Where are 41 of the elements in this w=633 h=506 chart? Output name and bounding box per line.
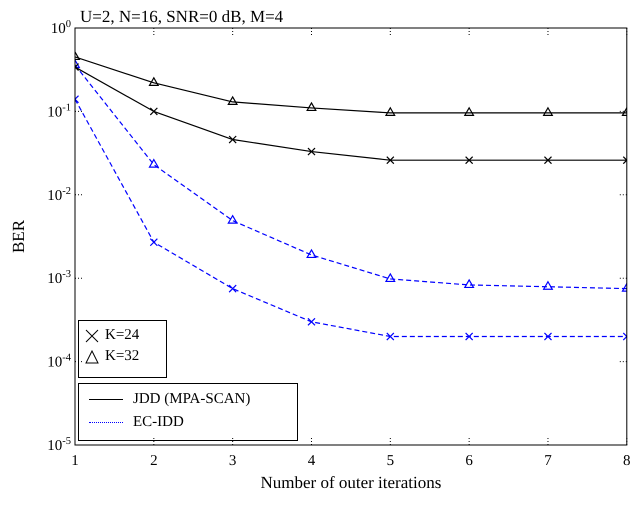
annotation: K=24 xyxy=(105,327,140,344)
point xyxy=(464,279,474,288)
point xyxy=(306,249,316,258)
point xyxy=(543,281,553,290)
x-tick-label: 7 xyxy=(544,453,552,469)
x-axis-title: Number of outer iterations xyxy=(260,473,442,492)
x-tick-label: 6 xyxy=(465,453,474,469)
point xyxy=(148,159,159,168)
x-tick-label: 3 xyxy=(228,453,236,469)
point xyxy=(307,318,316,326)
point xyxy=(385,107,396,116)
point xyxy=(228,96,238,105)
point xyxy=(464,107,474,116)
x-tick-label: 5 xyxy=(386,453,394,469)
point xyxy=(228,135,237,144)
point xyxy=(465,156,474,164)
point xyxy=(386,156,394,164)
point xyxy=(148,77,159,86)
point xyxy=(465,332,474,341)
point xyxy=(228,215,238,224)
point xyxy=(385,273,396,282)
point xyxy=(543,107,553,116)
point xyxy=(386,332,394,341)
annotation: JDD (MPA-SCAN) xyxy=(133,391,250,408)
y-axis-title: BER xyxy=(9,219,28,254)
legend-box: JDD (MPA-SCAN) EC-IDD xyxy=(78,383,298,441)
annotation: EC-IDD xyxy=(133,414,184,431)
point xyxy=(150,238,158,246)
point xyxy=(307,147,316,156)
x-tick-label: 8 xyxy=(623,453,631,469)
x-tick-label: 4 xyxy=(308,453,316,469)
point xyxy=(228,284,237,293)
point xyxy=(150,107,158,116)
point xyxy=(544,156,552,164)
x-tick-label: 1 xyxy=(71,453,79,469)
point xyxy=(544,332,552,341)
chart-title: U=2, N=16, SNR=0 dB, M=4 xyxy=(80,7,284,26)
point xyxy=(306,102,316,112)
annotation: K=32 xyxy=(105,348,140,365)
legend-box: K=24 K=32 xyxy=(78,320,167,378)
x-tick-label: 2 xyxy=(150,453,158,469)
